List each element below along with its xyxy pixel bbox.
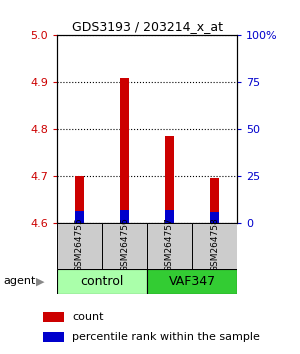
Bar [102, 223, 147, 269]
Bar [192, 223, 237, 269]
Bar [165, 136, 175, 223]
Text: GSM264756: GSM264756 [120, 218, 129, 273]
Text: GSM264757: GSM264757 [165, 218, 174, 273]
Text: VAF347: VAF347 [168, 275, 216, 288]
Bar [209, 178, 220, 223]
Bar [209, 212, 220, 223]
Bar [119, 78, 130, 223]
Bar [74, 176, 85, 223]
Bar [57, 269, 147, 294]
Bar [74, 211, 85, 223]
Text: ▶: ▶ [36, 276, 44, 286]
Text: agent: agent [3, 276, 35, 286]
Bar [147, 223, 192, 269]
Text: GSM264758: GSM264758 [210, 218, 219, 273]
Text: count: count [72, 312, 104, 322]
Title: GDS3193 / 203214_x_at: GDS3193 / 203214_x_at [71, 20, 223, 33]
Bar [43, 332, 64, 342]
Bar [43, 312, 64, 322]
Text: control: control [80, 275, 124, 288]
Text: percentile rank within the sample: percentile rank within the sample [72, 332, 260, 342]
Text: GSM264755: GSM264755 [75, 218, 84, 273]
Bar [147, 269, 237, 294]
Bar [165, 210, 175, 223]
Bar [57, 223, 102, 269]
Bar [119, 210, 130, 223]
